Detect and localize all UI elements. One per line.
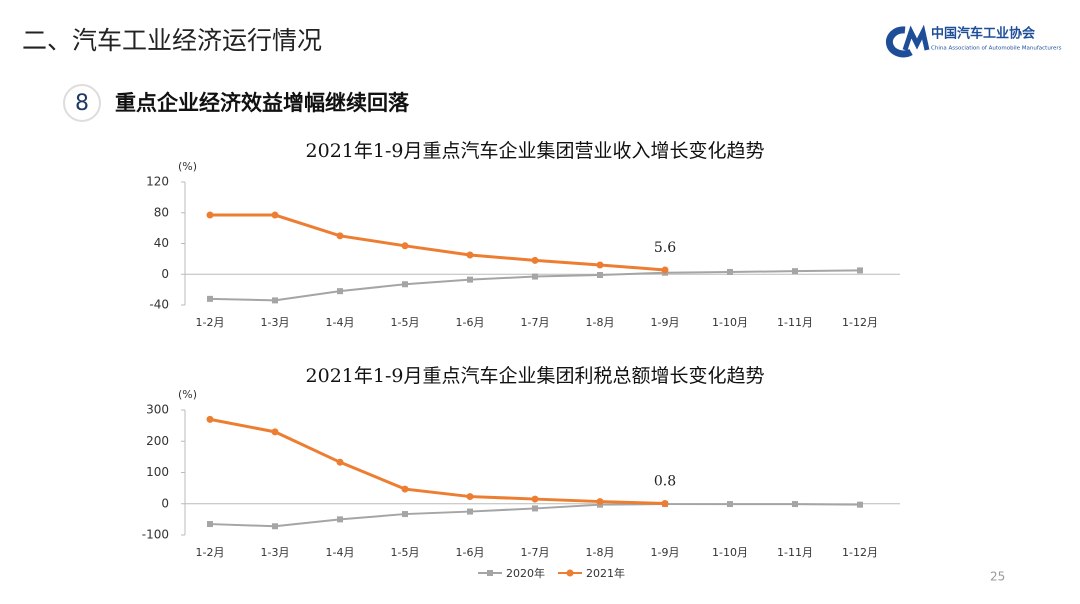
x-tick-label: 1-8月 (586, 546, 615, 559)
x-tick-label: 1-12月 (842, 316, 878, 329)
point (661, 266, 669, 274)
point (206, 415, 214, 423)
legend-label: 2021年 (586, 566, 625, 580)
point (402, 511, 408, 518)
section-number: 8 (75, 91, 89, 116)
point (597, 272, 603, 279)
x-tick-label: 1-11月 (777, 316, 813, 329)
point (272, 523, 278, 530)
point (401, 242, 409, 250)
y-tick-label: -40 (149, 298, 169, 312)
y-tick-label: 0 (161, 267, 169, 281)
point (466, 493, 474, 501)
legend-label: 2020年 (506, 566, 545, 580)
x-tick-label: 1-4月 (326, 546, 355, 559)
y-tick-label: 80 (154, 205, 169, 219)
legend-marker (487, 570, 493, 576)
point (532, 273, 538, 280)
page-number: 25 (990, 570, 1005, 584)
point (336, 232, 344, 240)
y-tick-label: 120 (146, 175, 169, 189)
point (857, 501, 863, 508)
point (271, 211, 279, 219)
point (337, 516, 343, 523)
series-line (210, 213, 666, 272)
point (596, 498, 604, 506)
point (792, 268, 798, 275)
logo-en: China Association of Automobile Manufact… (931, 46, 1062, 52)
x-tick-label: 1-10月 (712, 316, 748, 329)
point (661, 500, 669, 507)
chart-title: 2021年1-9月重点汽车企业集团营业收入增长变化趋势 (306, 140, 765, 162)
legend-marker (566, 569, 574, 577)
point (401, 485, 409, 493)
x-tick-label: 1-3月 (261, 316, 290, 329)
section-badge (63, 84, 101, 122)
y-tick-label: 40 (154, 236, 169, 250)
y-tick-label: 100 (146, 465, 169, 479)
x-tick-label: 1-3月 (261, 546, 290, 559)
logo-mark (885, 26, 913, 58)
x-tick-label: 1-8月 (586, 316, 615, 329)
point (467, 276, 473, 283)
x-tick-label: 1-9月 (651, 316, 680, 329)
logo-cn: 中国汽车工业协会 (931, 26, 1036, 42)
logo: 中国汽车工业协会 China Association of Automobile… (885, 24, 1062, 58)
point (206, 211, 214, 219)
x-tick-label: 1-2月 (196, 546, 225, 559)
series-line (209, 417, 666, 505)
point (727, 501, 733, 508)
y-tick-label: 300 (146, 403, 169, 417)
x-tick-label: 1-6月 (456, 546, 485, 559)
x-tick-label: 1-5月 (391, 546, 420, 559)
x-tick-label: 1-2月 (196, 316, 225, 329)
x-tick-label: 1-9月 (651, 546, 680, 559)
value-label: 5.6 (654, 240, 676, 256)
x-tick-label: 1-10月 (712, 546, 748, 559)
y-tick-label: 200 (146, 434, 169, 448)
y-tick-label: 0 (161, 496, 169, 510)
section-title: 重点企业经济效益增幅继续回落 (115, 91, 410, 115)
point (337, 288, 343, 295)
x-tick-label: 1-5月 (391, 316, 420, 329)
point (207, 521, 213, 528)
slide-title: 二、汽车工业经济运行情况 (22, 26, 322, 55)
point (727, 268, 733, 275)
point (792, 501, 798, 508)
point (271, 428, 279, 436)
point (857, 267, 863, 274)
y-tick-label: -100 (142, 528, 169, 542)
point (531, 256, 539, 264)
logo-mark (902, 24, 930, 51)
point (466, 251, 474, 259)
value-label: 0.8 (654, 474, 676, 490)
point (272, 297, 278, 304)
point (207, 295, 213, 302)
point (596, 261, 604, 269)
x-tick-label: 1-12月 (842, 546, 878, 559)
x-tick-label: 1-11月 (777, 546, 813, 559)
point (467, 508, 473, 515)
point (336, 458, 344, 466)
chart-title: 2021年1-9月重点汽车企业集团利税总额增长变化趋势 (306, 365, 765, 387)
point (532, 505, 538, 512)
point (402, 281, 408, 288)
y-axis-label: (%) (178, 160, 197, 173)
x-tick-label: 1-7月 (521, 546, 550, 559)
x-tick-label: 1-6月 (456, 316, 485, 329)
y-axis-label: (%) (178, 388, 197, 401)
x-tick-label: 1-7月 (521, 316, 550, 329)
point (531, 495, 539, 503)
x-tick-label: 1-4月 (326, 316, 355, 329)
